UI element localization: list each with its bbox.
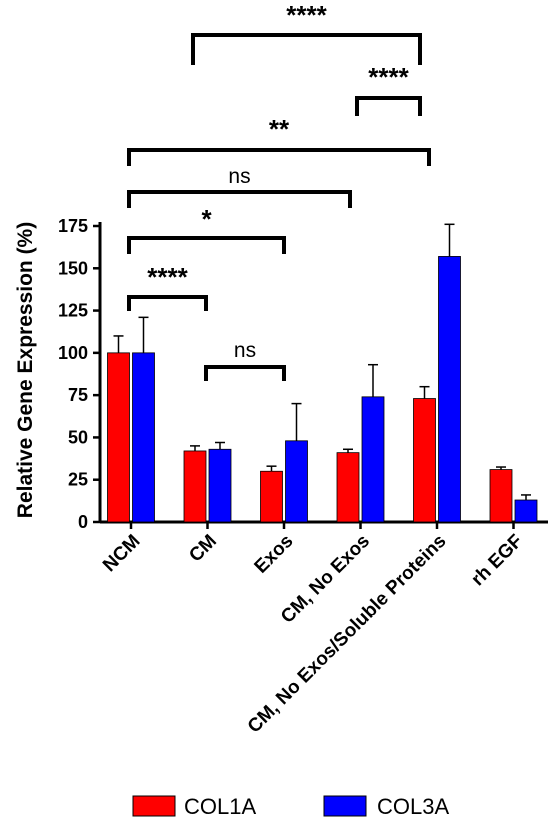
significance-label: ns [228,165,250,188]
significance-bracket [127,190,352,208]
significance-bracket [191,33,422,65]
y-tick-label: 50 [68,427,88,447]
significance-brackets: **********ns*****ns [127,0,431,381]
significance-label: ns [234,339,256,362]
bar-col3a-exos [285,440,308,523]
bar-col3a-cm-no-exos-soluble-proteins [438,256,461,523]
legend-swatch-col1a [132,795,176,817]
x-tick-label: rh EGF [467,531,527,591]
bar-col1a-ncm [107,352,130,523]
y-tick-label: 175 [58,216,88,236]
legend-swatch-col3a [323,795,367,817]
significance-bracket [355,96,422,116]
bar-col1a-cm-no-exos-soluble-proteins [413,398,436,523]
significance-label: ** [269,114,290,144]
x-tick-label: Exos [251,531,298,578]
bar-col1a-rh-egf [489,469,513,523]
significance-label: **** [286,0,327,30]
significance-label: * [201,204,212,234]
x-tick-label: NCM [99,531,144,576]
bar-col1a-cm-no-exos [336,452,360,523]
y-tick-label: 75 [68,385,88,405]
y-axis-label: Relative Gene Expression (%) [14,222,37,518]
y-tick-label: 150 [58,258,88,278]
bar-col1a-exos [260,470,283,523]
bar-col3a-cm-no-exos [361,396,385,523]
significance-bracket [127,148,431,166]
bar-col3a-ncm [132,352,155,523]
bar-col3a-rh-egf [514,499,538,523]
legend: COL1A COL3A [132,794,449,819]
bars [107,256,538,523]
error-bars [113,223,531,501]
bar-col1a-cm [183,450,207,523]
legend-label-col1a: COL1A [184,794,256,819]
significance-label: **** [368,62,409,92]
axes: 0 25 50 75 100 125 150 175 [58,216,548,532]
y-tick-label: 25 [68,470,88,490]
bar-col3a-cm [208,448,232,523]
y-tick-label: 100 [58,343,88,363]
y-tick-label: 125 [58,301,88,321]
significance-label: **** [147,262,188,292]
significance-bracket [204,365,286,381]
significance-bracket [127,236,286,254]
significance-bracket [127,295,208,311]
legend-label-col3a: COL3A [377,794,449,819]
y-tick-label: 0 [78,512,88,532]
x-tick-label: CM [185,531,221,567]
